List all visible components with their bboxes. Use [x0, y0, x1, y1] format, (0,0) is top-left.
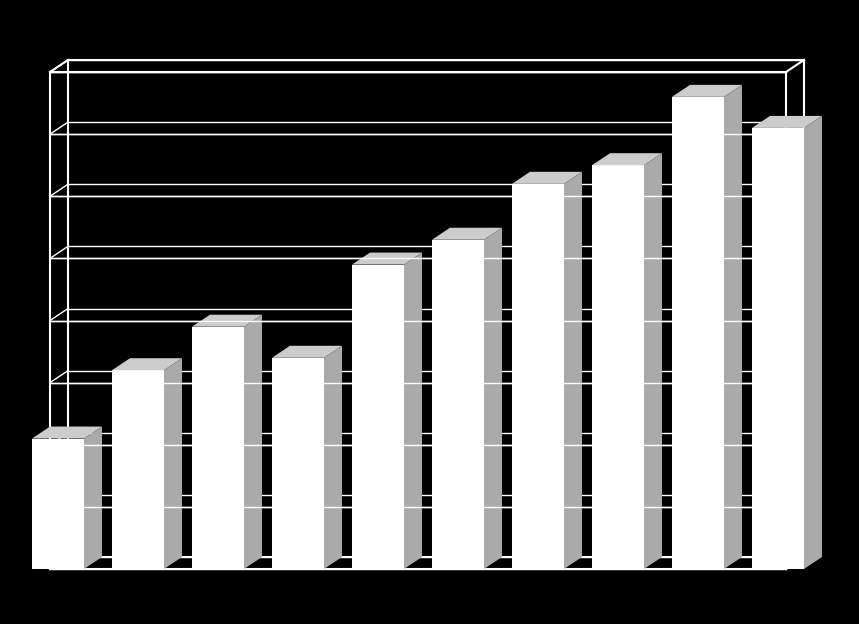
Polygon shape — [32, 427, 102, 439]
Bar — [352, 265, 404, 569]
Polygon shape — [324, 346, 342, 569]
Polygon shape — [724, 85, 742, 569]
Bar — [32, 439, 84, 569]
Polygon shape — [244, 314, 262, 569]
Polygon shape — [672, 85, 742, 97]
Polygon shape — [752, 116, 822, 128]
Bar — [672, 97, 724, 569]
Polygon shape — [272, 346, 342, 358]
Polygon shape — [112, 358, 182, 370]
Bar — [512, 184, 564, 569]
Polygon shape — [432, 228, 502, 240]
Polygon shape — [644, 153, 662, 569]
Polygon shape — [192, 314, 262, 327]
Bar — [592, 165, 644, 569]
Bar — [112, 370, 164, 569]
Polygon shape — [404, 253, 422, 569]
Polygon shape — [164, 358, 182, 569]
Polygon shape — [484, 228, 502, 569]
Polygon shape — [592, 153, 662, 165]
Bar — [752, 128, 804, 569]
Polygon shape — [564, 172, 582, 569]
Bar — [272, 358, 324, 569]
Polygon shape — [352, 253, 422, 265]
Polygon shape — [512, 172, 582, 184]
Bar — [432, 240, 484, 569]
Polygon shape — [804, 116, 822, 569]
Bar — [192, 327, 244, 569]
Polygon shape — [84, 427, 102, 569]
